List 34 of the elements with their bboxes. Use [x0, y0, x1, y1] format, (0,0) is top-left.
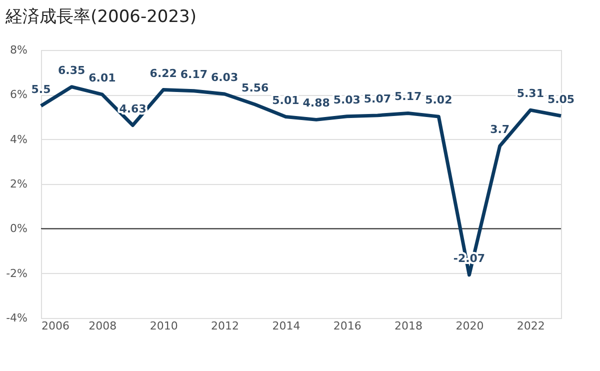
data-label: 5.5 — [31, 82, 51, 96]
data-label: 5.17 — [394, 90, 422, 104]
y-tick-label: -2% — [6, 266, 28, 280]
data-label: 4.63 — [119, 102, 146, 116]
data-label: 6.35 — [58, 64, 86, 77]
data-label: 5.05 — [547, 92, 575, 106]
x-tick-label: 2014 — [272, 320, 300, 332]
data-label: 5.31 — [516, 87, 544, 100]
y-tick-label: 4% — [10, 132, 28, 146]
x-tick-label: 2018 — [394, 320, 423, 332]
data-label: 5.01 — [272, 94, 300, 107]
y-tick-label: 6% — [10, 88, 28, 102]
x-tick-label: 2020 — [456, 320, 484, 332]
x-tick-label: 2012 — [211, 320, 240, 332]
data-label: 5.56 — [242, 81, 270, 94]
data-label: 5.03 — [333, 93, 360, 106]
x-tick-label: 2022 — [516, 320, 545, 332]
y-tick-label: -4% — [6, 312, 28, 324]
chart-title: 経済成長率(2006-2023) — [4, 7, 197, 27]
x-tick-label: 2006 — [42, 320, 70, 332]
data-label: 6.22 — [150, 66, 177, 80]
y-tick-label: 8% — [10, 44, 28, 56]
y-tick-label: 0% — [10, 222, 28, 236]
data-label: 3.7 — [490, 123, 510, 136]
data-label: 6.03 — [210, 70, 238, 84]
x-tick-label: 2008 — [88, 320, 117, 332]
x-tick-label: 2016 — [333, 320, 362, 332]
data-label: 5.07 — [364, 92, 392, 106]
x-tick-label: 2010 — [150, 320, 178, 332]
y-tick-label: 2% — [10, 178, 28, 190]
data-label: 5.02 — [425, 94, 452, 107]
data-label: 4.88 — [302, 96, 330, 110]
data-label: 6.01 — [88, 71, 116, 84]
data-label: 6.17 — [180, 68, 208, 81]
